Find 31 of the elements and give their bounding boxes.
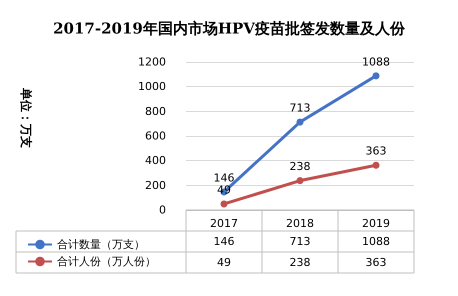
data-label: 1088 xyxy=(362,235,390,248)
y-tick-label: 800 xyxy=(145,104,166,118)
text: 单位：万支 xyxy=(19,87,33,148)
annotation: 146 xyxy=(214,171,234,184)
point xyxy=(296,118,304,126)
point xyxy=(372,72,380,80)
y-tick-label: 1000 xyxy=(138,80,166,94)
annotation: 713 xyxy=(290,102,310,115)
legend-label: 合计数量（万支） xyxy=(57,238,145,251)
annotation: 1088 xyxy=(362,55,390,68)
x-tick-label: 2017 xyxy=(210,217,238,230)
data-label: 238 xyxy=(290,256,310,269)
annotation: 238 xyxy=(290,160,310,174)
x-tick-label: 2019 xyxy=(362,217,390,230)
legend-label: 合计人份（万人份） xyxy=(57,255,156,268)
data-label: 146 xyxy=(214,235,234,248)
data-label: 49 xyxy=(217,256,231,269)
chart-title: 2017-2019年国内市场HPV疫苗批签发数量及人份 xyxy=(53,20,406,38)
point xyxy=(372,162,380,169)
y-tick-label: 200 xyxy=(145,178,166,192)
x-tick-label: 2018 xyxy=(286,217,314,230)
y-tick-label: 400 xyxy=(145,154,166,168)
data-label: 363 xyxy=(366,256,386,269)
y-tick-label: 1200 xyxy=(138,56,166,68)
point xyxy=(296,177,304,184)
annotation: 363 xyxy=(366,144,386,158)
y-tick-label: 600 xyxy=(145,130,166,142)
data-label: 713 xyxy=(290,235,310,248)
point xyxy=(220,200,228,208)
y-tick-label: 0 xyxy=(159,204,166,216)
annotation: 49 xyxy=(217,183,231,196)
